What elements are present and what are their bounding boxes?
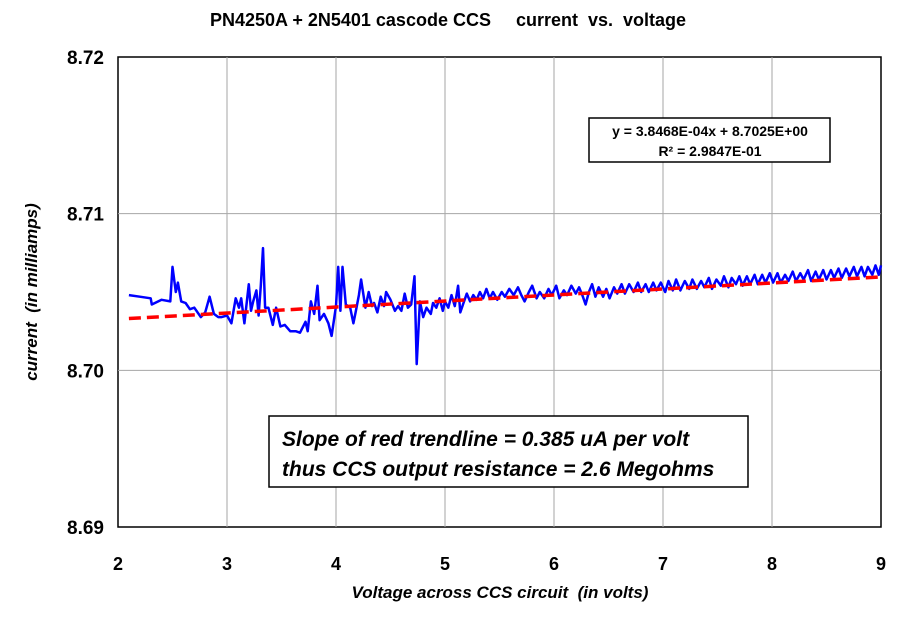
note-line-1: Slope of red trendline = 0.385 uA per vo… xyxy=(282,428,690,451)
note-box xyxy=(268,415,749,488)
y-axis-label: current (in milliamps) xyxy=(22,203,41,381)
x-axis-label: Voltage across CCS circuit (in volts) xyxy=(352,583,649,602)
x-tick-label: 9 xyxy=(876,554,886,574)
chart-title: PN4250A + 2N5401 cascode CCS current vs.… xyxy=(210,10,686,30)
x-tick-label: 7 xyxy=(658,554,668,574)
y-tick-labels: 8.69 8.70 8.71 8.72 xyxy=(67,48,104,539)
y-tick-label: 8.72 xyxy=(67,48,104,69)
x-tick-label: 8 xyxy=(767,554,777,574)
y-tick-label: 8.69 xyxy=(67,518,104,539)
equation-box xyxy=(588,117,831,163)
equation-line-1: y = 3.8468E-04x + 8.7025E+00 xyxy=(612,123,808,139)
y-tick-label: 8.70 xyxy=(67,361,104,382)
x-tick-label: 3 xyxy=(222,554,232,574)
x-tick-label: 2 xyxy=(113,554,123,574)
equation-line-2: R² = 2.9847E-01 xyxy=(658,143,761,159)
x-tick-labels: 2 3 4 5 6 7 8 9 xyxy=(113,554,886,574)
x-tick-label: 6 xyxy=(549,554,559,574)
note-line-2: thus CCS output resistance = 2.6 Megohms xyxy=(282,458,714,481)
y-tick-label: 8.71 xyxy=(67,205,104,226)
x-tick-label: 4 xyxy=(331,554,341,574)
x-tick-label: 5 xyxy=(440,554,450,574)
